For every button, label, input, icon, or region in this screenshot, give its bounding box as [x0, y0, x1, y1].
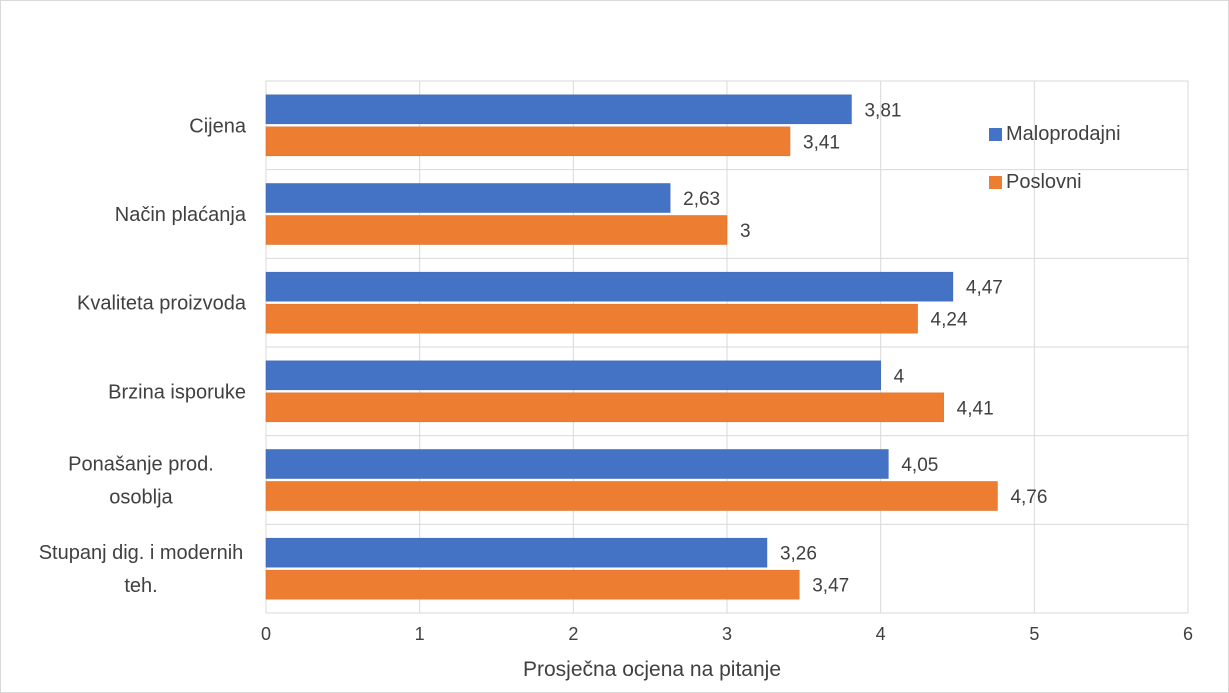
legend-label: Poslovni	[1006, 171, 1082, 193]
legend-swatch	[989, 176, 1002, 189]
bar-maloprodajni	[265, 537, 768, 568]
bar-poslovni	[265, 303, 918, 334]
legend-label: Maloprodajni	[1006, 123, 1121, 145]
data-label: 3,47	[812, 576, 849, 597]
category-label: Stupanj dig. i modernih	[39, 542, 244, 564]
category-label: Način plaćanja	[115, 204, 247, 226]
category-label: teh.	[124, 575, 157, 597]
x-tick-label: 3	[722, 624, 732, 644]
bar-maloprodajni	[265, 183, 671, 213]
category-label: Kvaliteta proizvoda	[77, 293, 247, 315]
category-label: Ponašanje prod.	[68, 454, 214, 476]
category-label: Brzina isporuke	[108, 381, 246, 403]
data-label: 3,41	[803, 132, 840, 153]
category-axis: Cijena Način plaćanja Kvaliteta proizvoda B…	[39, 115, 247, 597]
x-tick-label: 1	[415, 624, 425, 644]
bar-maloprodajni	[265, 271, 954, 302]
data-label: 3	[740, 221, 751, 242]
gridlines	[265, 80, 1189, 614]
bars	[265, 94, 998, 600]
bar-maloprodajni	[265, 449, 889, 479]
data-label: 4,24	[931, 310, 968, 331]
x-tick-label: 6	[1183, 624, 1193, 644]
bar-poslovni	[265, 481, 998, 511]
data-label: 4,41	[957, 398, 994, 419]
category-label: Cijena	[189, 115, 247, 137]
data-label: 4,05	[901, 455, 938, 476]
bar-maloprodajni	[265, 94, 852, 125]
data-label: 2,63	[683, 189, 720, 210]
bar-maloprodajni	[265, 360, 881, 391]
category-label: osoblja	[109, 487, 173, 509]
data-label: 4	[894, 366, 905, 387]
data-label: 3,26	[780, 544, 817, 565]
x-axis-title: Prosječna ocjena na pitanje	[523, 658, 781, 681]
data-label: 4,76	[1010, 487, 1047, 508]
data-label: 4,47	[966, 278, 1003, 299]
x-tick-label: 4	[876, 624, 886, 644]
x-tick-label: 5	[1029, 624, 1039, 644]
legend: Maloprodajni Poslovni	[989, 123, 1121, 193]
bar-poslovni	[265, 126, 791, 157]
bar-poslovni	[265, 569, 800, 600]
x-tick-label: 0	[261, 624, 271, 644]
x-tick-label: 2	[568, 624, 578, 644]
data-labels: 3,81 3,41 2,63 3 4,47 4,24 4 4,41 4,05 4,76 3,26 3,…	[683, 100, 1047, 596]
data-label: 3,81	[864, 100, 901, 121]
value-axis: 0 1 2 3 4 5 6	[261, 624, 1193, 644]
bar-poslovni	[265, 215, 728, 245]
legend-swatch	[989, 128, 1002, 141]
bar-poslovni	[265, 392, 944, 423]
